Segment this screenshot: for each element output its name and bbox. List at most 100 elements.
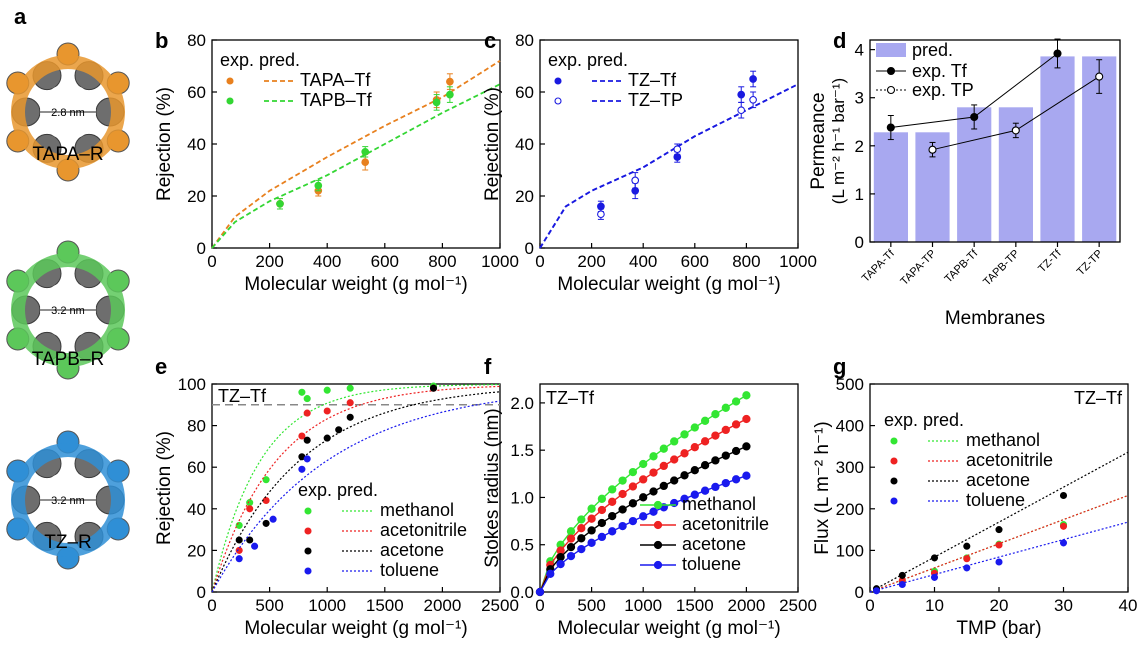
x-tick-label: 200 [577,252,605,271]
data-point [742,391,751,400]
data-point [711,431,720,440]
data-point [690,490,699,499]
data-point [649,487,658,496]
data-point [556,559,565,569]
y-tick-label: 20 [515,187,534,206]
y-axis-label: Rejection (%) [154,87,175,201]
x-tick-label: 1000 [308,596,346,615]
data-point [700,461,710,470]
data-point [618,505,627,514]
data-point [680,494,689,503]
x-tick-label: 500 [577,596,605,615]
data-point [1053,49,1062,58]
data-point [535,587,545,597]
x-tick-label: 20 [990,596,1009,615]
data-point [298,432,306,440]
x-axis-label: TMP (bar) [956,618,1041,639]
x-tick-label: 800 [428,252,456,271]
data-point [597,494,607,503]
x-tick-label: 0 [207,596,216,615]
data-point [963,542,971,550]
y-tick-label: 2 [855,137,864,156]
legend-header: exp. pred. [298,480,378,500]
y-tick-label: 80 [515,31,534,50]
x-axis-label: Molecular weight (g mol⁻¹) [557,274,780,295]
data-point [653,540,663,550]
chart-title: TZ–Tf [1074,388,1123,408]
data-point [246,536,254,544]
data-point [700,486,710,495]
legend-label: TAPA–Tf [300,70,371,90]
data-point [587,514,596,523]
data-point [995,541,1003,549]
data-point [731,475,741,484]
data-point [963,564,971,572]
legend-label: exp. Tf [912,61,968,81]
y-tick-label: 40 [187,500,206,519]
x-tick-label: TZ-Tf [1036,247,1064,275]
data-point [1011,126,1020,135]
data-point [731,420,741,429]
data-point [608,511,617,521]
data-point [346,399,354,407]
data-point [737,106,746,115]
ring-structure-2: 3.2 nm [6,430,130,570]
data-point [577,515,586,524]
data-point [566,551,576,561]
data-point [670,476,679,485]
data-point [680,430,689,439]
data-point [361,158,370,167]
panel-a-structures: a 2.8 nm TAPA–R 3.2 nm TAPB–R 3.2 nm TZ–R [6,4,130,570]
x-tick-label: 0 [865,596,874,615]
data-point [276,199,284,208]
pred-bar [957,107,992,242]
data-point [618,476,627,485]
x-tick-label: TAPB-TP [981,248,1022,289]
data-point [361,147,370,156]
data-point [226,77,234,85]
data-point [680,449,689,458]
y-tick-label: 0 [855,583,864,602]
data-point [700,416,710,425]
x-tick-label: 0 [535,252,544,271]
pore-size-label: 3.2 nm [51,495,85,507]
x-tick-label: 30 [1054,596,1073,615]
y-tick-label: 60 [187,83,206,102]
prediction-curve [211,83,501,249]
ring-body [11,55,125,169]
data-point [670,455,679,464]
legend-label: acetonitrile [966,450,1053,470]
y-tick-label: 80 [187,417,206,436]
data-point [749,95,757,104]
data-point [930,573,939,581]
data-point [323,434,331,442]
pore-size-label: 2.8 nm [51,107,85,119]
x-tick-label: 1500 [366,596,404,615]
data-point [446,77,454,86]
legend-label: acetone [380,540,444,560]
panel-letter-g: g [833,354,846,379]
data-point [1059,522,1068,530]
data-point [721,425,730,435]
panel-letter-d: d [833,28,846,53]
data-point [566,542,576,552]
data-point [597,518,607,528]
data-point [226,97,234,105]
data-point [673,145,682,154]
legend-label: acetonitrile [380,520,467,540]
y-tick-label: 0 [525,239,534,258]
data-point [235,521,243,529]
x-tick-label: 10 [925,596,944,615]
data-point [653,520,663,530]
data-point [597,505,607,515]
data-point [680,471,689,480]
data-point [711,456,720,465]
data-point [749,75,757,83]
prediction-curve [211,400,501,593]
data-point [597,210,605,219]
data-point [690,466,699,475]
plot-frame [869,39,1121,243]
data-point [346,413,354,421]
